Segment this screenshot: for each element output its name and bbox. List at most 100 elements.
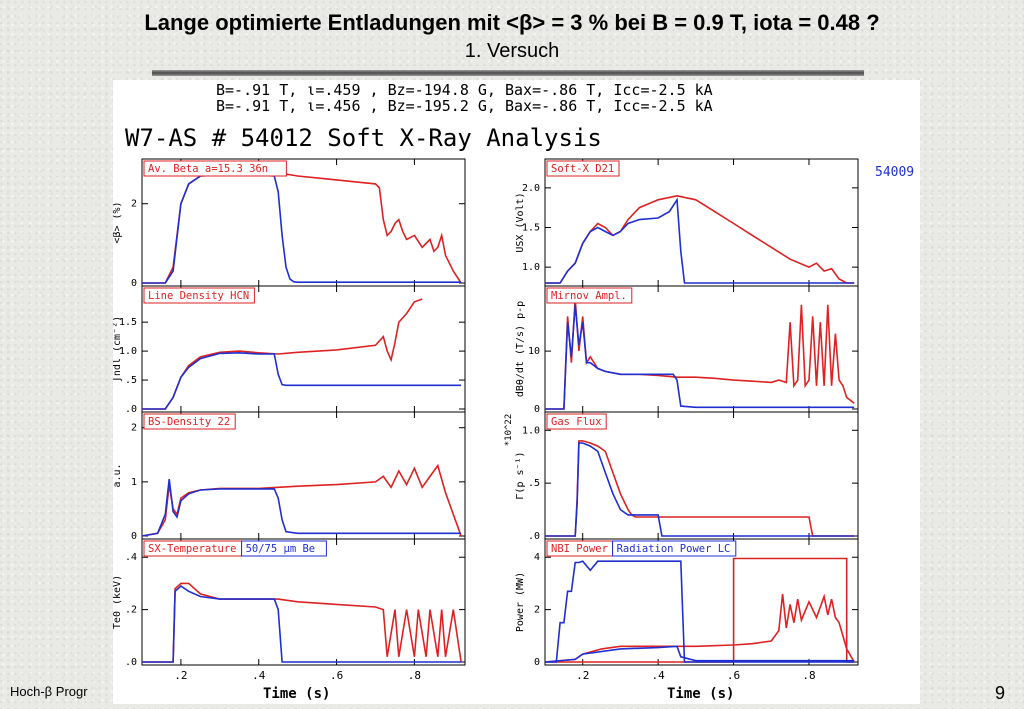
slide-subtitle: 1. Versuch (464, 40, 560, 62)
panel-title: BS-Density 22 (148, 416, 230, 428)
y-axis-label: ∫ndl (cm⁻²) (113, 316, 123, 382)
panel-frame (141, 158, 466, 287)
x-tick-label: .6 (330, 669, 343, 682)
y-tick-label: 2 (131, 199, 137, 210)
info-line-2: B=-.91 T, ι=.456 , Bz=-195.2 G, Bax=-.86… (216, 97, 713, 115)
y-tick-label: 0 (131, 531, 137, 542)
series-line-54009 (545, 560, 855, 663)
panel-title-secondary: 50/75 μm Be (246, 543, 316, 555)
y-axis-label: USX (Volt) (515, 192, 526, 252)
series-line-54009 (545, 197, 855, 284)
y-axis-label: <β> (%) (113, 201, 123, 243)
panel-title-box (143, 160, 287, 177)
page-number: 9 (995, 683, 1006, 703)
y-tick-label: 1.5 (119, 317, 137, 328)
y-tick-label: .0 (125, 404, 137, 415)
panel-title2-box (241, 540, 327, 557)
footer-text: Hoch-β Progr (10, 684, 88, 699)
y-tick-label: 4 (534, 552, 540, 563)
panel-bsdens: 0 1 2 a.u. BS-Density 22 (112, 411, 466, 542)
series-line-54009 (141, 479, 462, 537)
panel-title: Line Density HCN (148, 290, 249, 302)
x-axis-label-left: Time (s) (263, 686, 330, 702)
title-divider-bar (152, 70, 864, 76)
panel-title-box (143, 413, 236, 430)
panel-gasflux: .0 .5 1.0 Γ(p s⁻¹)*10^22 Gas Flux (504, 411, 859, 542)
panel-frame (544, 158, 859, 287)
series-line-54009-rad (544, 645, 855, 663)
panel-frame (544, 411, 859, 540)
y-axis-label: a.u. (113, 463, 123, 487)
series-line-54012 (141, 463, 462, 537)
x-tick-label: .8 (802, 669, 815, 682)
y-axis-label: dBθ/dt (T/s) p-p (515, 301, 526, 397)
y-axis-label: Γ(p s⁻¹) (515, 451, 526, 499)
y-tick-label: 0 (534, 657, 540, 668)
series-line-54012 (544, 593, 855, 663)
y-tick-label: 2 (534, 605, 540, 616)
x-tick-label: .4 (252, 669, 266, 682)
panel-title-secondary: Radiation Power LC (617, 543, 731, 555)
slide-title: Lange optimierte Entladungen mit <β> = 3… (144, 10, 880, 35)
x-tick-label: .2 (576, 669, 589, 682)
series-line-54009 (142, 584, 462, 663)
y-tick-label: 1.0 (522, 262, 540, 273)
panel-frame (141, 285, 466, 413)
y-tick-label: .0 (528, 531, 540, 542)
series-line-54012 (142, 171, 462, 284)
series-line-54009 (545, 442, 855, 537)
series-line-54012 (545, 298, 855, 410)
panel-title2-box (612, 540, 737, 557)
figure-plate: B=-.91 T, ι=.459 , Bz=-194.8 G, Bax=-.86… (101, 80, 920, 704)
y-scale-label: *10^22 (504, 414, 514, 447)
x-tick-label: .2 (174, 669, 187, 682)
y-tick-label: 10 (528, 346, 540, 357)
y-axis-label: Te0 (keV) (113, 575, 123, 629)
panel-title-box (546, 413, 607, 430)
y-tick-label: .4 (125, 552, 137, 563)
panel-title: Mirnov Ampl. (551, 290, 627, 302)
panel-title-box (546, 287, 633, 304)
y-tick-label: .0 (125, 657, 137, 668)
series-line-54012 (545, 440, 855, 537)
y-tick-label: 2.0 (522, 183, 540, 194)
panel-density: .0.51.01.5∫ndl (cm⁻²)*10^18Line Density … (101, 285, 466, 415)
x-axis-label-right: Time (s) (667, 686, 734, 702)
panel-nbi: 0 2 4 .2 .4 .6 .8 Power (MW) NBI Power Radiation … (515, 538, 859, 682)
y-tick-label: .5 (125, 375, 137, 386)
panel-title: Gas Flux (551, 416, 602, 428)
series-line-54009 (142, 351, 462, 410)
x-tick-label: .8 (408, 669, 421, 682)
panel-title: Av. Beta a=15.3 36n (148, 163, 268, 175)
y-tick-label: 2 (131, 423, 137, 434)
x-tick-label: .6 (727, 669, 740, 682)
soft-xray-figure: B=-.91 T, ι=.459 , Bz=-194.8 G, Bax=-.86… (101, 81, 914, 702)
panel-frame (141, 538, 466, 666)
y-tick-label: .5 (528, 478, 540, 489)
panel-sxtemp: .0 .2 .4 .2 .4 .6 .8 Te0 (keV) SX-Temperature 50/… (112, 538, 466, 682)
x-tick-label: .4 (652, 669, 666, 682)
y-tick-label: 1.0 (119, 346, 137, 357)
panel-title-box (546, 160, 620, 177)
panel-title: Soft-X D21 (551, 163, 614, 175)
series-line-54009 (142, 174, 462, 284)
info-line-1: B=-.91 T, ι=.459 , Bz=-194.8 G, Bax=-.86… (216, 81, 713, 99)
panel-title: SX-Temperature (148, 543, 237, 555)
series-line-54012 (142, 298, 423, 410)
y-tick-label: 0 (131, 278, 137, 289)
panel-beta: 0 2 <β> (%) Av. Beta a=15.3 36n (112, 158, 466, 289)
figure-heading: W7-AS # 54012 Soft X-Ray Analysis (125, 124, 602, 152)
panel-title-box (143, 287, 255, 304)
series-line-54012 (545, 194, 855, 284)
panel-title: NBI Power (551, 543, 608, 555)
panel-frame (544, 538, 859, 666)
y-tick-label: 0 (534, 404, 540, 415)
series-line-54009 (545, 304, 855, 410)
y-tick-label: 1 (131, 477, 137, 488)
y-tick-label: .2 (125, 605, 137, 616)
y-tick-label: 1.5 (522, 223, 540, 234)
y-axis-label: Power (MW) (515, 572, 526, 632)
reference-shot-label: 54009 (875, 165, 914, 180)
y-tick-label: 1.0 (522, 425, 540, 436)
